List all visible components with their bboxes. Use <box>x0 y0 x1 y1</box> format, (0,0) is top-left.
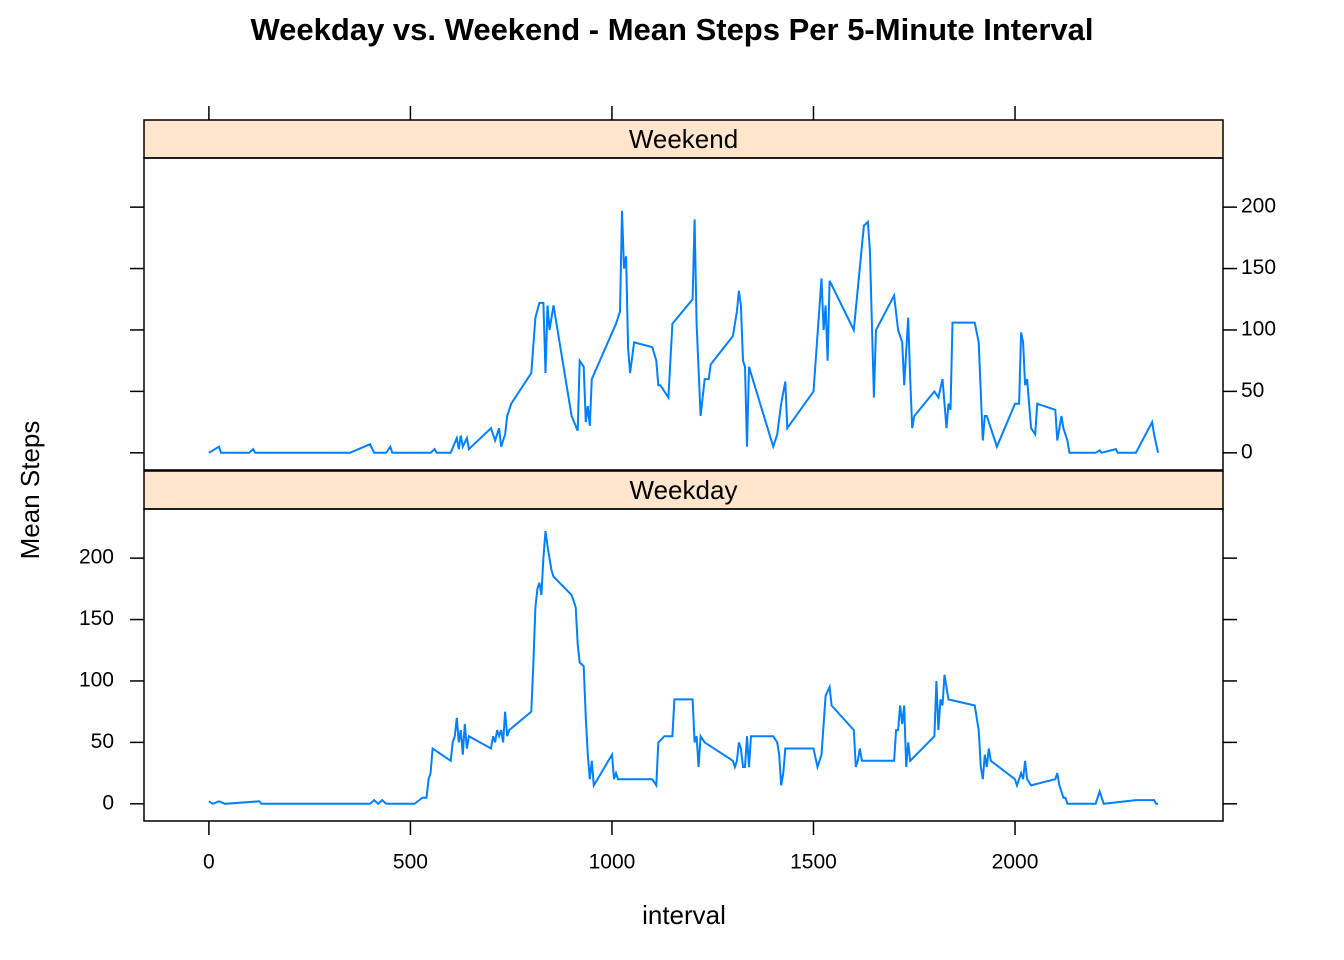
x-tick-label: 1000 <box>589 851 636 874</box>
y-tick-label: 50 <box>1241 379 1264 402</box>
y-tick-label: 100 <box>79 669 114 692</box>
panel <box>143 508 1224 822</box>
y-tick-label: 50 <box>91 730 114 753</box>
x-axis-label: interval <box>642 900 726 930</box>
y-tick-label: 150 <box>79 607 114 630</box>
x-tick-label: 500 <box>393 851 428 874</box>
strip <box>143 119 1224 159</box>
strip <box>143 470 1224 510</box>
y-tick-label: 0 <box>1241 440 1253 463</box>
y-tick-label: 100 <box>1241 318 1276 341</box>
x-tick-label: 0 <box>203 851 215 874</box>
strip-label: Weekend <box>629 124 738 154</box>
y-tick-label: 150 <box>1241 256 1276 279</box>
y-axis-label: Mean Steps <box>15 421 45 560</box>
y-tick-label: 0 <box>102 791 114 814</box>
chart-title: Weekday vs. Weekend - Mean Steps Per 5-M… <box>250 12 1093 47</box>
data-line <box>208 210 1160 454</box>
x-tick-label: 1500 <box>790 851 837 874</box>
data-line <box>208 530 1159 806</box>
strip-label: Weekday <box>630 475 738 505</box>
x-tick-label: 2000 <box>992 851 1039 874</box>
y-tick-label: 200 <box>1241 195 1276 218</box>
y-tick-label: 200 <box>79 546 114 569</box>
panel <box>143 157 1224 471</box>
